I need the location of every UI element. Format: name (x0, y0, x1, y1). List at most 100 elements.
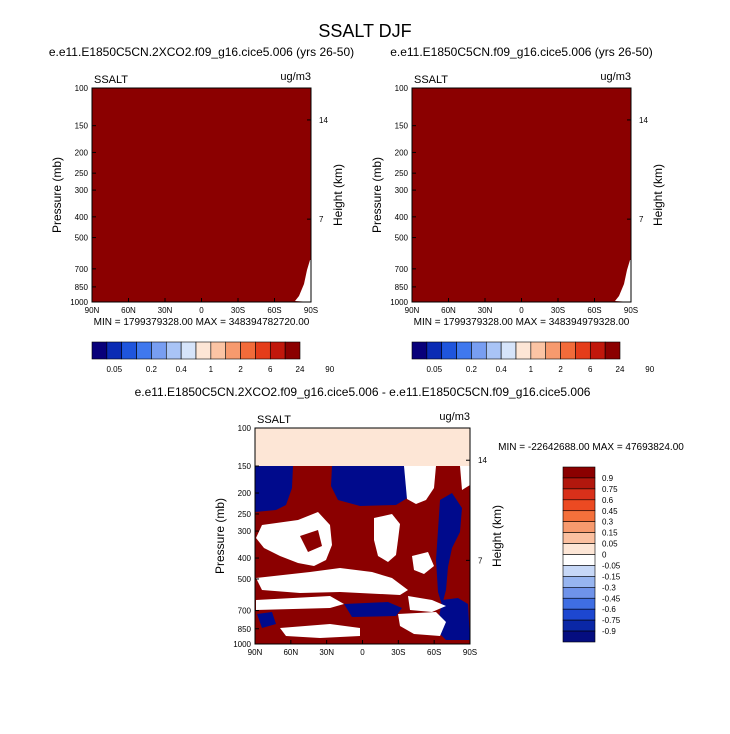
negative-region (331, 466, 409, 506)
y-right-axis-label: Height (km) (331, 164, 345, 226)
colorbar-label: -0.3 (602, 583, 616, 592)
neutral-region (460, 466, 470, 490)
y-tick-label: 700 (75, 265, 89, 274)
neutral-region (408, 596, 446, 612)
panel-1: e.e11.E1850C5CN.2XCO2.f09_g16.cice5.006 … (49, 45, 354, 374)
colorbar-label: 2 (558, 365, 563, 374)
x-tick-label: 90S (304, 306, 318, 315)
y-right-tick-label: 7 (639, 215, 644, 224)
colorbar-swatch (456, 341, 472, 360)
y-right-tick-label: 14 (319, 116, 328, 125)
x-tick-label: 90N (405, 306, 420, 315)
x-tick-label: 30S (551, 306, 565, 315)
colorbar-swatch (485, 341, 502, 360)
x-tick-label: 30N (319, 648, 334, 657)
y-tick-label: 1000 (70, 298, 88, 307)
colorbar-label: 0.6 (602, 496, 614, 505)
y-axis-label: Pressure (mb) (370, 157, 384, 233)
colorbar-label: 24 (616, 365, 625, 374)
negative-region (257, 612, 276, 628)
x-tick-label: 60N (441, 306, 456, 315)
colorbar-swatch (562, 510, 596, 522)
colorbar-swatch (426, 341, 443, 360)
panel-title: e.e11.E1850C5CN.f09_g16.cice5.006 (yrs 2… (390, 45, 653, 59)
min-max-stats: MIN = 1799379328.00 MAX = 348394782720.0… (94, 317, 310, 328)
colorbar-swatch (589, 341, 606, 360)
x-tick-label: 60N (283, 648, 298, 657)
x-tick-label: 30N (158, 306, 173, 315)
colorbar-swatch (562, 554, 596, 566)
difference-field (255, 428, 470, 644)
y-tick-label: 150 (238, 462, 252, 471)
colorbar-label: -0.45 (602, 594, 621, 603)
y-tick-label: 300 (395, 186, 409, 195)
y-tick-label: 850 (238, 625, 252, 634)
colorbar-label: 6 (268, 365, 273, 374)
y-tick-label: 200 (238, 489, 252, 498)
neutral-region (256, 568, 408, 595)
negative-region (344, 602, 402, 617)
y-tick-label: 400 (395, 213, 409, 222)
neutral-region (374, 514, 400, 562)
y-right-tick-label: 14 (639, 116, 648, 125)
surface-gap (615, 260, 631, 302)
colorbar-swatch (500, 341, 517, 360)
colorbar-swatch (562, 488, 596, 501)
colorbar-swatch (240, 341, 256, 360)
y-tick-label: 200 (395, 148, 409, 157)
y-tick-label: 400 (238, 554, 252, 563)
y-tick-label: 100 (238, 424, 252, 433)
panel-unit-label: ug/m3 (280, 71, 311, 83)
y-tick-label: 250 (238, 510, 252, 519)
x-tick-label: 60S (587, 306, 601, 315)
x-tick-label: 90S (463, 648, 477, 657)
colorbar-swatch (562, 499, 596, 512)
neutral-region (412, 552, 434, 574)
colorbar-swatch (562, 543, 596, 555)
y-tick-label: 400 (75, 213, 89, 222)
figure-title: SSALT DJF (318, 21, 411, 41)
colorbar-swatch (136, 341, 152, 360)
colorbar-swatch (604, 341, 621, 360)
x-tick-label: 30S (391, 648, 405, 657)
colorbar-label: 90 (325, 365, 334, 374)
colorbar-swatch (530, 341, 547, 360)
field-fill (92, 88, 311, 302)
colorbar-label: 0.05 (426, 365, 442, 374)
colorbar-swatch (255, 341, 271, 360)
field-fill (412, 88, 631, 302)
x-tick-label: 30N (478, 306, 493, 315)
y-tick-label: 200 (75, 148, 89, 157)
y-tick-label: 100 (395, 84, 409, 93)
negative-region (436, 493, 462, 605)
y-axis-label: Pressure (mb) (213, 498, 227, 574)
negative-region (255, 466, 293, 512)
upper-neutral-band (255, 428, 470, 466)
y-tick-label: 150 (75, 122, 89, 131)
colorbar-swatch (562, 532, 596, 544)
y-tick-label: 500 (395, 234, 409, 243)
colorbar-label: 0.2 (146, 365, 158, 374)
colorbar-label: 0.45 (602, 507, 618, 516)
colorbar-swatch (165, 341, 182, 360)
colorbar-label: 24 (296, 365, 305, 374)
colorbar-swatch (471, 341, 487, 360)
colorbar-swatch (284, 341, 301, 360)
colorbar-label: -0.15 (602, 572, 621, 581)
y-axis-label: Pressure (mb) (50, 157, 64, 233)
colorbar-swatch (515, 341, 532, 360)
neutral-region (398, 612, 446, 636)
panel-difference: e.e11.E1850C5CN.2XCO2.f09_g16.cice5.006 … (135, 385, 685, 657)
y-tick-label: 250 (395, 169, 409, 178)
y-right-axis-label: Height (km) (490, 505, 504, 567)
colorbar-swatch (210, 341, 227, 360)
x-tick-label: 60S (267, 306, 281, 315)
colorbar-swatch (225, 341, 241, 360)
y-tick-label: 1000 (390, 298, 408, 307)
panel-2: e.e11.E1850C5CN.f09_g16.cice5.006 (yrs 2… (370, 45, 665, 374)
min-max-stats: MIN = -22642688.00 MAX = 47693824.00 (498, 442, 684, 453)
colorbar-label: 0.3 (602, 518, 614, 527)
colorbar-swatch (562, 477, 596, 490)
y-tick-label: 500 (238, 575, 252, 584)
